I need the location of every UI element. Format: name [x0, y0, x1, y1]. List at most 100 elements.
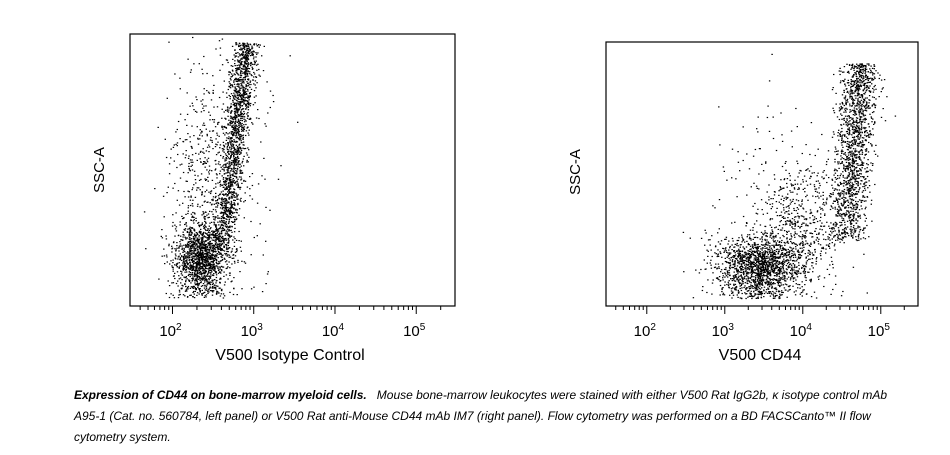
event-dot: [248, 50, 250, 52]
event-dot: [818, 278, 820, 280]
event-dot: [207, 176, 209, 178]
event-dot: [199, 242, 202, 245]
event-dot: [180, 255, 183, 257]
event-dot: [229, 236, 231, 238]
event-dot: [233, 159, 235, 161]
event-dot: [185, 257, 187, 259]
event-dot: [232, 194, 234, 196]
event-dot: [209, 246, 212, 248]
event-dot: [241, 260, 243, 262]
event-dot: [205, 286, 208, 288]
event-dot: [204, 269, 206, 271]
event-dot: [229, 175, 231, 177]
event-dot: [188, 235, 190, 237]
event-dot: [238, 93, 240, 95]
event-dot: [230, 251, 232, 253]
event-dot: [238, 130, 240, 132]
event-dot: [798, 254, 800, 256]
event-dot: [197, 286, 199, 288]
event-dot: [796, 244, 798, 246]
event-dot: [203, 292, 205, 294]
event-dot: [194, 256, 196, 258]
event-dot: [191, 265, 193, 267]
event-dot: [235, 184, 238, 186]
event-dot: [200, 132, 202, 134]
event-dot: [771, 284, 773, 286]
event-dot: [244, 73, 246, 76]
event-dot: [214, 270, 216, 272]
event-dot: [201, 250, 204, 252]
event-dot: [216, 253, 218, 255]
event-dot: [777, 244, 779, 246]
event-dot: [740, 259, 742, 261]
event-dot: [191, 261, 194, 264]
event-dot: [234, 216, 237, 218]
event-dot: [202, 241, 204, 243]
event-dot: [223, 228, 226, 231]
event-dot: [184, 263, 186, 265]
event-dot: [208, 272, 210, 274]
event-dot: [234, 96, 236, 98]
event-dot: [235, 120, 237, 122]
event-dot: [223, 204, 226, 206]
event-dot: [727, 254, 730, 256]
event-dot: [189, 199, 192, 201]
event-dot: [745, 267, 747, 269]
event-dot: [227, 151, 229, 153]
event-dot: [247, 96, 250, 98]
event-dot: [251, 47, 253, 49]
event-dot: [173, 144, 175, 146]
event-dot: [729, 259, 731, 261]
event-dot: [200, 241, 202, 243]
event-dot: [185, 154, 187, 156]
event-dot: [203, 212, 205, 214]
event-dot: [185, 245, 187, 247]
event-dot: [212, 251, 214, 253]
event-dot: [758, 281, 760, 283]
event-dot: [209, 247, 211, 249]
event-dot: [206, 248, 208, 250]
event-dot: [235, 211, 237, 213]
event-dot: [227, 172, 229, 174]
event-dot: [239, 199, 241, 201]
event-dot: [194, 245, 197, 247]
event-dot: [742, 246, 744, 248]
event-dot: [222, 148, 224, 150]
event-dot: [208, 249, 210, 251]
event-dot: [734, 255, 736, 257]
event-dot: [776, 265, 778, 268]
event-dot: [733, 283, 735, 285]
event-dot: [766, 271, 768, 273]
event-dot: [758, 252, 761, 254]
event-dot: [234, 56, 236, 58]
event-dot: [774, 254, 777, 256]
event-dot: [199, 248, 201, 250]
event-dot: [237, 149, 240, 151]
event-dot: [246, 186, 249, 188]
event-dot: [186, 267, 188, 269]
event-dot: [776, 281, 779, 283]
event-dot: [748, 288, 751, 290]
event-dot: [203, 227, 205, 229]
event-dot: [761, 280, 763, 282]
event-dot: [179, 245, 182, 247]
event-dot: [225, 221, 227, 223]
event-dot: [747, 260, 749, 262]
event-dot: [200, 253, 202, 255]
event-dot: [209, 192, 212, 195]
event-dot: [182, 294, 185, 296]
event-dot: [766, 244, 768, 246]
event-dot: [209, 202, 211, 204]
event-dot: [225, 92, 228, 94]
event-dot: [229, 164, 231, 166]
event-dot: [180, 273, 183, 275]
event-dot: [229, 213, 231, 215]
event-dot: [197, 143, 200, 145]
event-dot: [236, 132, 238, 134]
event-dot: [232, 74, 234, 76]
event-dot: [199, 246, 201, 248]
event-dot: [242, 68, 244, 70]
event-dot: [199, 151, 202, 153]
event-dot: [217, 217, 219, 219]
event-dot: [197, 256, 199, 258]
